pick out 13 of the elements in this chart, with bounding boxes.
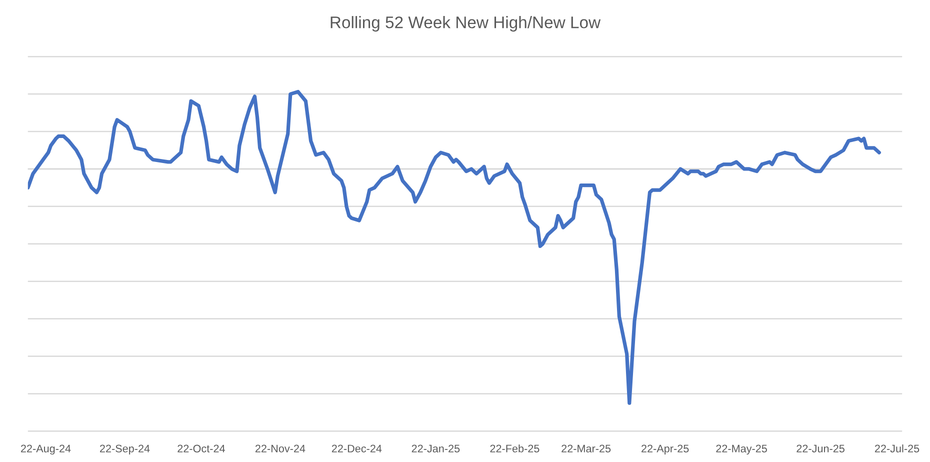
x-tick-label: 22-Apr-25 (642, 444, 689, 455)
x-tick-label: 22-Jun-25 (796, 444, 844, 452)
x-tick-label: 22-Mar-25 (562, 444, 611, 452)
x-tick-label: 22-Oct-24 (178, 444, 225, 452)
x-tick-label: 22-Jul-25 (874, 444, 920, 452)
x-tick-label: 22-Feb-25 (490, 444, 540, 452)
x-tick-label: 22-May-25 (716, 444, 767, 455)
chart-title: Rolling 52 Week New High/New Low (330, 16, 601, 32)
x-tick-label: 22-Dec-24 (332, 444, 382, 452)
x-tick-label: 22-Aug-24 (20, 444, 71, 455)
x-tick-label: 22-Nov-24 (255, 444, 306, 452)
x-tick-label: 22-Jan-25 (412, 444, 460, 452)
x-tick-label: 22-Sep-24 (100, 444, 150, 455)
